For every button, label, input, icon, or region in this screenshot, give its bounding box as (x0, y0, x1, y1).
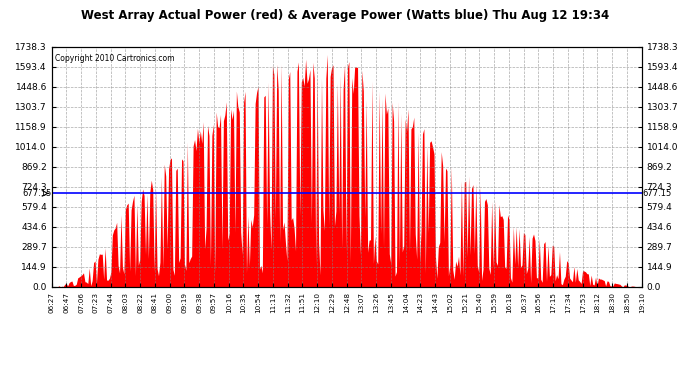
Text: Copyright 2010 Cartronics.com: Copyright 2010 Cartronics.com (55, 54, 174, 63)
Text: 677.15: 677.15 (22, 189, 51, 198)
Text: 677.15: 677.15 (642, 189, 671, 198)
Text: West Array Actual Power (red) & Average Power (Watts blue) Thu Aug 12 19:34: West Array Actual Power (red) & Average … (81, 9, 609, 22)
